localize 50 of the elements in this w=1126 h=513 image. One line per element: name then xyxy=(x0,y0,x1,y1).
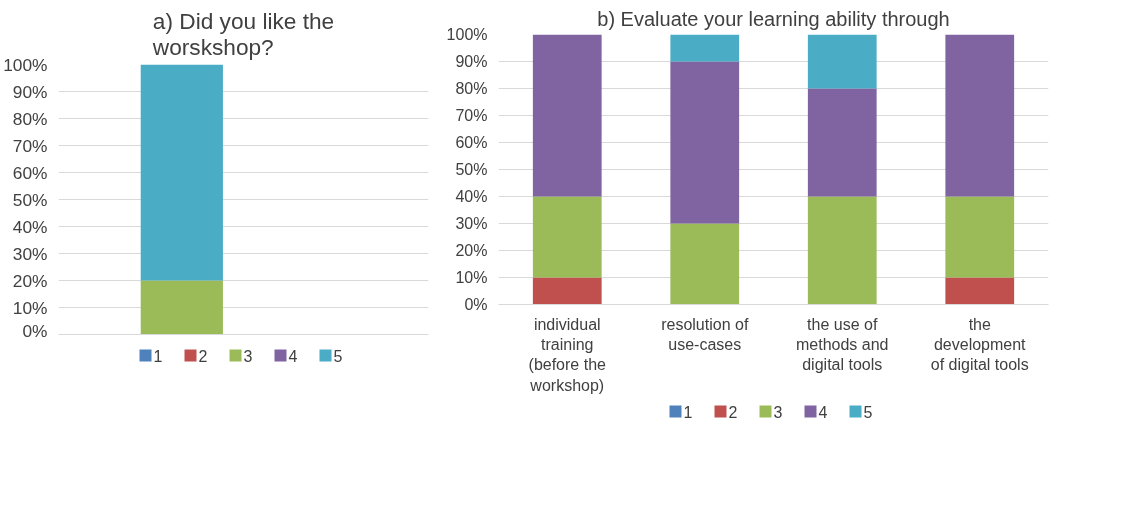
x-tick-label: individual training (before the workshop) xyxy=(528,315,607,394)
legend-label: 1 xyxy=(683,403,693,421)
y-tick-label: 10% xyxy=(455,269,488,286)
legend-label: 4 xyxy=(818,403,828,421)
bar xyxy=(532,196,602,278)
bar xyxy=(670,61,740,224)
x-tick-label: the use of methods and digital tools xyxy=(796,315,889,374)
bar xyxy=(807,196,877,305)
legend-label: 2 xyxy=(198,347,208,365)
y-tick-label: 100% xyxy=(446,26,488,43)
legend-label: 3 xyxy=(773,403,783,421)
y-tick-label: 20% xyxy=(12,270,48,291)
y-tick-label: 80% xyxy=(12,108,48,129)
legend-label: 1 xyxy=(153,347,163,365)
y-tick-label: 30% xyxy=(12,243,48,264)
y-tick-label: 40% xyxy=(455,188,488,205)
y-tick-label: 0% xyxy=(22,320,48,341)
chart-title: b) Evaluate your learning ability through xyxy=(597,7,950,30)
legend-label: 4 xyxy=(288,347,298,365)
y-tick-label: 60% xyxy=(12,162,48,183)
bar xyxy=(670,34,740,62)
bar xyxy=(945,34,1015,197)
bar xyxy=(945,196,1015,278)
bar xyxy=(807,34,877,89)
legend-label: 5 xyxy=(863,403,873,421)
legend-label: 5 xyxy=(333,347,343,365)
y-tick-label: 20% xyxy=(455,242,488,259)
x-tick-label: resolution of use-cases xyxy=(661,315,749,353)
chart-title: a) Did you like the worskshop? xyxy=(151,7,335,60)
x-tick-label: the development of digital tools xyxy=(930,315,1029,374)
bar xyxy=(807,88,877,197)
y-tick-label: 40% xyxy=(12,216,48,237)
bar xyxy=(670,223,740,305)
y-tick-label: 10% xyxy=(12,297,48,318)
y-tick-label: 100% xyxy=(3,54,48,75)
y-tick-label: 90% xyxy=(12,81,48,102)
legend-label: 2 xyxy=(728,403,738,421)
y-tick-label: 60% xyxy=(455,134,488,151)
bar xyxy=(532,34,602,197)
bar xyxy=(532,277,602,305)
y-tick-label: 50% xyxy=(455,161,488,178)
y-tick-label: 70% xyxy=(455,107,488,124)
y-tick-label: 90% xyxy=(455,53,488,70)
bar xyxy=(945,277,1015,305)
y-tick-label: 50% xyxy=(12,189,48,210)
y-tick-label: 70% xyxy=(12,135,48,156)
y-tick-label: 80% xyxy=(455,80,488,97)
y-tick-label: 30% xyxy=(455,215,488,232)
legend-label: 3 xyxy=(243,347,253,365)
y-tick-label: 0% xyxy=(464,296,488,313)
